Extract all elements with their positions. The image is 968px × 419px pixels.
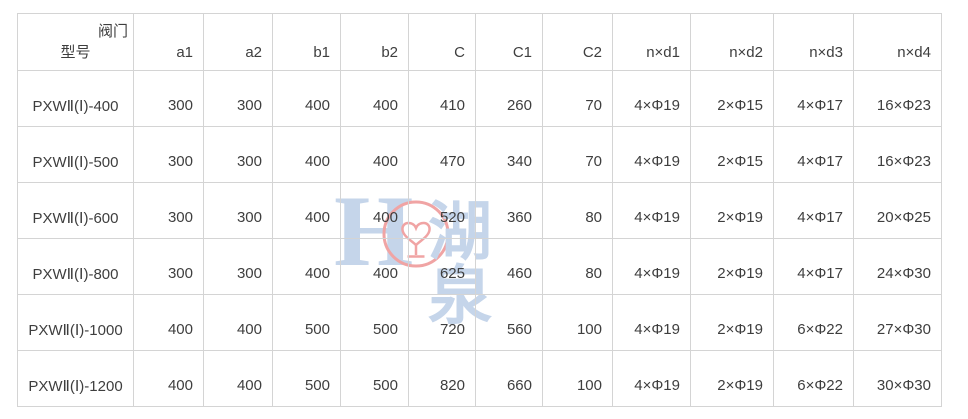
value-cell: 300 — [133, 126, 204, 183]
value-cell: 4×Φ17 — [773, 126, 854, 183]
header-cell: C — [408, 13, 476, 71]
header-cell: C1 — [475, 13, 543, 71]
value-cell: 400 — [133, 294, 204, 351]
value-cell: 27×Φ30 — [853, 294, 942, 351]
value-cell: 80 — [542, 182, 613, 239]
value-cell: 300 — [133, 238, 204, 295]
value-cell: 300 — [203, 70, 273, 127]
header-cell: C2 — [542, 13, 613, 71]
model-cell: PXWⅡ(Ⅰ)-1000 — [17, 294, 134, 351]
model-cell: PXWⅡ(Ⅰ)-500 — [17, 126, 134, 183]
header-cell: n×d1 — [612, 13, 691, 71]
value-cell: 300 — [203, 182, 273, 239]
table-row: PXWⅡ(Ⅰ)-1200 400 400 500 500 820 660 100 4×Φ19 2×… — [17, 350, 942, 407]
value-cell: 4×Φ19 — [612, 126, 691, 183]
value-cell: 560 — [475, 294, 543, 351]
value-cell: 2×Φ15 — [690, 70, 774, 127]
value-cell: 100 — [542, 350, 613, 407]
value-cell: 520 — [408, 182, 476, 239]
header-cell: n×d4 — [853, 13, 942, 71]
header-cell: a2 — [203, 13, 273, 71]
value-cell: 70 — [542, 70, 613, 127]
value-cell: 400 — [133, 350, 204, 407]
value-cell: 4×Φ19 — [612, 182, 691, 239]
value-cell: 4×Φ19 — [612, 350, 691, 407]
value-cell: 30×Φ30 — [853, 350, 942, 407]
value-cell: 400 — [272, 182, 341, 239]
value-cell: 500 — [340, 350, 409, 407]
header-cell: b1 — [272, 13, 341, 71]
value-cell: 400 — [340, 182, 409, 239]
header-cell: n×d2 — [690, 13, 774, 71]
value-cell: 300 — [133, 182, 204, 239]
value-cell: 400 — [340, 126, 409, 183]
value-cell: 4×Φ19 — [612, 294, 691, 351]
model-cell: PXWⅡ(Ⅰ)-600 — [17, 182, 134, 239]
value-cell: 500 — [272, 294, 341, 351]
value-cell: 16×Φ23 — [853, 70, 942, 127]
value-cell: 260 — [475, 70, 543, 127]
value-cell: 400 — [203, 350, 273, 407]
value-cell: 470 — [408, 126, 476, 183]
corner-header-cell: 阀门 型号 — [17, 13, 134, 71]
value-cell: 2×Φ19 — [690, 294, 774, 351]
value-cell: 4×Φ17 — [773, 182, 854, 239]
value-cell: 300 — [133, 70, 204, 127]
value-cell: 6×Φ22 — [773, 350, 854, 407]
model-cell: PXWⅡ(Ⅰ)-1200 — [17, 350, 134, 407]
value-cell: 4×Φ17 — [773, 238, 854, 295]
model-cell: PXWⅡ(Ⅰ)-400 — [17, 70, 134, 127]
value-cell: 24×Φ30 — [853, 238, 942, 295]
table-row: PXWⅡ(Ⅰ)-600 300 300 400 400 520 360 80 4×Φ19 2×Φ1… — [17, 182, 942, 239]
value-cell: 6×Φ22 — [773, 294, 854, 351]
table-row: PXWⅡ(Ⅰ)-400 300 300 400 400 410 260 70 4×Φ19 2×Φ1… — [17, 70, 942, 127]
header-cell: b2 — [340, 13, 409, 71]
value-cell: 500 — [272, 350, 341, 407]
corner-header-line1: 阀门 — [97, 23, 128, 40]
value-cell: 300 — [203, 126, 273, 183]
value-cell: 720 — [408, 294, 476, 351]
value-cell: 400 — [340, 70, 409, 127]
value-cell: 70 — [542, 126, 613, 183]
value-cell: 625 — [408, 238, 476, 295]
value-cell: 100 — [542, 294, 613, 351]
header-cell: a1 — [133, 13, 204, 71]
value-cell: 4×Φ17 — [773, 70, 854, 127]
header-row: 阀门 型号 a1 a2 b1 b2 C C1 C2 n×d1 n×d2 n×d3 n×d4 — [17, 13, 942, 71]
value-cell: 460 — [475, 238, 543, 295]
table-row: PXWⅡ(Ⅰ)-800 300 300 400 400 625 460 80 4×Φ19 2×Φ1… — [17, 238, 942, 295]
value-cell: 2×Φ19 — [690, 350, 774, 407]
value-cell: 20×Φ25 — [853, 182, 942, 239]
value-cell: 400 — [203, 294, 273, 351]
value-cell: 80 — [542, 238, 613, 295]
value-cell: 340 — [475, 126, 543, 183]
table-body: PXWⅡ(Ⅰ)-400 300 300 400 400 410 260 70 4×Φ19 2×Φ1… — [17, 70, 942, 407]
table-row: PXWⅡ(Ⅰ)-500 300 300 400 400 470 340 70 4×Φ19 2×Φ1… — [17, 126, 942, 183]
table-row: PXWⅡ(Ⅰ)-1000 400 400 500 500 720 560 100 4×Φ19 2×… — [17, 294, 942, 351]
value-cell: 4×Φ19 — [612, 70, 691, 127]
value-cell: 400 — [272, 238, 341, 295]
value-cell: 300 — [203, 238, 273, 295]
value-cell: 2×Φ15 — [690, 126, 774, 183]
value-cell: 400 — [340, 238, 409, 295]
value-cell: 660 — [475, 350, 543, 407]
value-cell: 2×Φ19 — [690, 238, 774, 295]
value-cell: 4×Φ19 — [612, 238, 691, 295]
value-cell: 820 — [408, 350, 476, 407]
value-cell: 2×Φ19 — [690, 182, 774, 239]
value-cell: 360 — [475, 182, 543, 239]
corner-header-line2: 型号 — [60, 44, 91, 61]
value-cell: 500 — [340, 294, 409, 351]
header-cell: n×d3 — [773, 13, 854, 71]
valve-spec-table: 阀门 型号 a1 a2 b1 b2 C C1 C2 n×d1 n×d2 n×d3 n×d4 PXWⅡ… — [17, 13, 942, 407]
value-cell: 16×Φ23 — [853, 126, 942, 183]
model-cell: PXWⅡ(Ⅰ)-800 — [17, 238, 134, 295]
value-cell: 410 — [408, 70, 476, 127]
value-cell: 400 — [272, 126, 341, 183]
value-cell: 400 — [272, 70, 341, 127]
